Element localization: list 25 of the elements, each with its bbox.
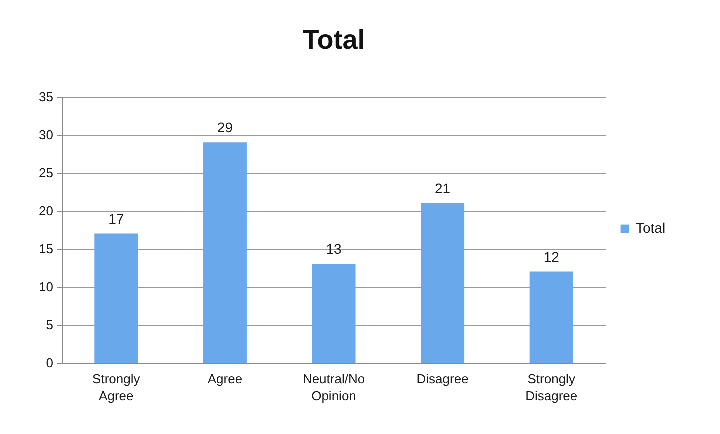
bar — [421, 203, 465, 363]
bar — [94, 234, 138, 363]
y-tick-label: 20 — [39, 204, 54, 218]
x-tick-label: Disagree — [416, 372, 469, 386]
y-tick-label: 30 — [39, 128, 54, 142]
legend-label: Total — [636, 220, 666, 236]
data-label: 21 — [435, 180, 451, 196]
x-tick-label: Strongly Disagree — [526, 372, 578, 404]
data-label: 13 — [326, 241, 342, 258]
x-tick-label: Agree — [208, 372, 243, 386]
data-label: 12 — [544, 248, 560, 265]
y-tick-label: 25 — [39, 166, 54, 180]
y-tick-label: 5 — [46, 318, 54, 332]
chart-title: Total — [302, 25, 366, 55]
x-tick-label: Strongly Agree — [92, 372, 141, 404]
bar — [530, 272, 574, 363]
bar — [203, 142, 247, 363]
y-tick-label: 15 — [39, 242, 54, 256]
y-tick-label: 35 — [39, 90, 54, 104]
data-label: 17 — [108, 210, 124, 227]
data-label: 29 — [217, 120, 234, 136]
x-tick-label: Neutral/No Opinion — [302, 372, 366, 404]
y-tick-label: 0 — [46, 356, 54, 370]
y-tick-label: 10 — [39, 280, 54, 294]
bar — [312, 264, 356, 363]
